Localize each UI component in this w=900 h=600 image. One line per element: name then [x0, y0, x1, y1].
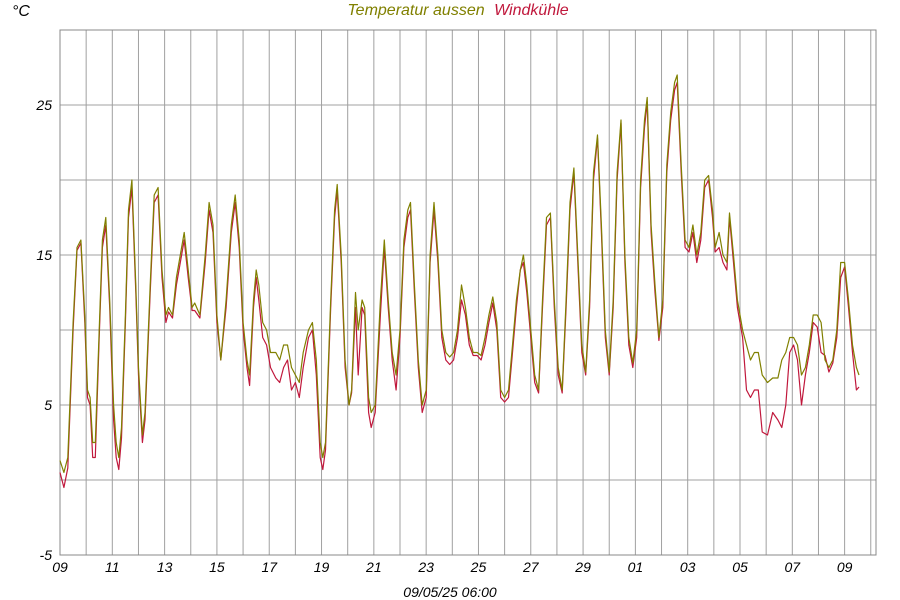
x-tick-label: 21: [365, 559, 382, 575]
y-tick-label: -5: [40, 547, 53, 563]
x-tick-label: 29: [574, 559, 591, 575]
plot-frame: [59, 29, 877, 556]
x-tick-label: 27: [522, 559, 540, 575]
x-tick-label: 09: [837, 559, 853, 575]
x-tick-label: 07: [785, 559, 802, 575]
series-line-windkuehle: [59, 81, 860, 489]
x-tick-label: 25: [470, 559, 487, 575]
x-tick-label: 15: [209, 559, 225, 575]
y-tick-labels: -5 5 15 25: [35, 97, 52, 563]
y-axis-unit: °C: [12, 3, 30, 20]
x-tick-labels: 09 11 13 15 17 19 21 23 25 27 29 01 03 05 07 09: [52, 559, 852, 575]
grid: [59, 29, 876, 556]
title-temperatur: Temperatur aussen: [347, 2, 484, 19]
x-tick-label: 17: [261, 559, 278, 575]
x-tick-label: 19: [314, 559, 330, 575]
x-axis-label: 09/05/25 06:00: [403, 584, 497, 600]
y-tick-label: 5: [44, 397, 52, 413]
y-tick-label: 25: [35, 97, 52, 113]
x-tick-label: 09: [52, 559, 68, 575]
x-tick-label: 01: [628, 559, 644, 575]
x-tick-label: 13: [157, 559, 173, 575]
x-tick-label: 11: [105, 559, 120, 575]
x-tick-label: 03: [680, 559, 696, 575]
title-windkuehle: Windkühle: [494, 2, 569, 19]
series-layer: [59, 74, 860, 489]
x-tick-label: 23: [417, 559, 434, 575]
x-tick-label: 05: [732, 559, 748, 575]
y-tick-label: 15: [36, 247, 52, 263]
series-line-temperatur-aussen: [59, 74, 860, 474]
chart-title: Temperatur aussen Windkühle: [347, 2, 568, 19]
